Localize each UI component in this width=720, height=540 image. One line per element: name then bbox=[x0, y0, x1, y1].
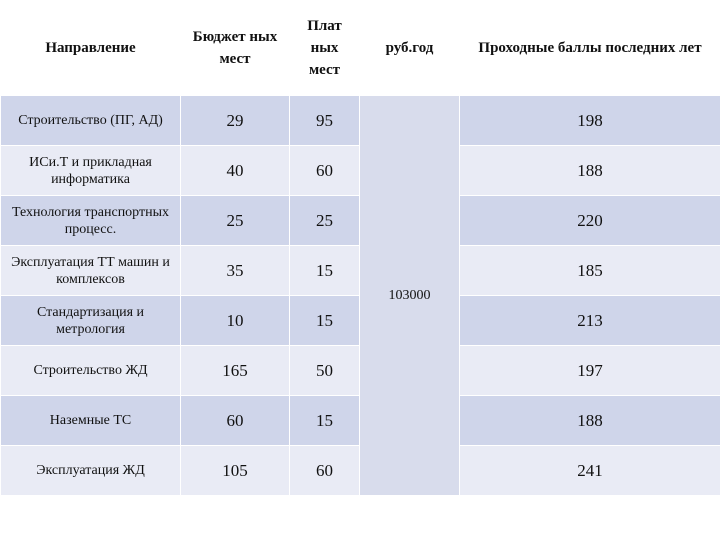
header-budget: Бюджет ных мест bbox=[180, 0, 290, 96]
direction-cell: Технология транспортных процесс. bbox=[0, 195, 181, 246]
paid-cell: 15 bbox=[289, 245, 360, 296]
table-row: Строительство ЖД 165 50 197 bbox=[0, 345, 720, 396]
table-row: ИСи.Т и прикладная информатика 40 60 188 bbox=[0, 145, 720, 196]
table-row: Наземные ТС 60 15 188 bbox=[0, 395, 720, 446]
score-cell: 198 bbox=[459, 95, 720, 146]
score-cell: 197 bbox=[459, 345, 720, 396]
budget-cell: 10 bbox=[180, 295, 290, 346]
header-scores: Проходные баллы последних лет bbox=[459, 0, 720, 96]
score-cell: 188 bbox=[459, 395, 720, 446]
budget-cell: 40 bbox=[180, 145, 290, 196]
table-row: Эксплуатация ТТ машин и комплексов 35 15… bbox=[0, 245, 720, 296]
paid-cell: 25 bbox=[289, 195, 360, 246]
score-cell: 185 bbox=[459, 245, 720, 296]
header-direction: Направление bbox=[0, 0, 181, 96]
paid-cell: 95 bbox=[289, 95, 360, 146]
direction-cell: ИСи.Т и прикладная информатика bbox=[0, 145, 181, 196]
budget-cell: 35 bbox=[180, 245, 290, 296]
admissions-table: Направление Бюджет ных мест Плат ных мес… bbox=[0, 0, 720, 496]
header-price: руб.год bbox=[359, 0, 460, 96]
paid-cell: 15 bbox=[289, 295, 360, 346]
budget-cell: 29 bbox=[180, 95, 290, 146]
budget-cell: 25 bbox=[180, 195, 290, 246]
price-cell: 103000 bbox=[359, 95, 460, 496]
budget-cell: 60 bbox=[180, 395, 290, 446]
paid-cell: 15 bbox=[289, 395, 360, 446]
paid-cell: 60 bbox=[289, 445, 360, 496]
score-cell: 188 bbox=[459, 145, 720, 196]
header-paid: Плат ных мест bbox=[289, 0, 360, 96]
direction-cell: Строительство ЖД bbox=[0, 345, 181, 396]
table-row: Стандартизация и метрология 10 15 213 bbox=[0, 295, 720, 346]
score-cell: 213 bbox=[459, 295, 720, 346]
header-row: Направление Бюджет ных мест Плат ных мес… bbox=[0, 0, 720, 96]
budget-cell: 105 bbox=[180, 445, 290, 496]
direction-cell: Эксплуатация ЖД bbox=[0, 445, 181, 496]
direction-cell: Наземные ТС bbox=[0, 395, 181, 446]
score-cell: 241 bbox=[459, 445, 720, 496]
direction-cell: Строительство (ПГ, АД) bbox=[0, 95, 181, 146]
table-row: Строительство (ПГ, АД) 29 95 103000 198 bbox=[0, 95, 720, 496]
score-cell: 220 bbox=[459, 195, 720, 246]
paid-cell: 50 bbox=[289, 345, 360, 396]
paid-cell: 60 bbox=[289, 145, 360, 196]
budget-cell: 165 bbox=[180, 345, 290, 396]
direction-cell: Стандартизация и метрология bbox=[0, 295, 181, 346]
table-row: Технология транспортных процесс. 25 25 2… bbox=[0, 195, 720, 246]
direction-cell: Эксплуатация ТТ машин и комплексов bbox=[0, 245, 181, 296]
